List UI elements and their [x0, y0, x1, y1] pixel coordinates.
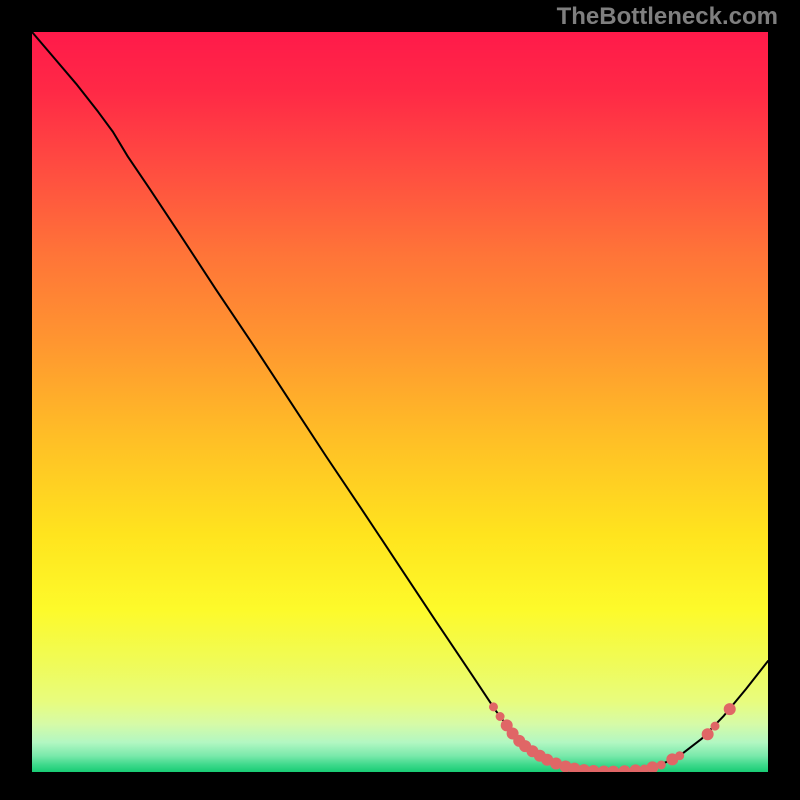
chart-svg: [32, 32, 768, 772]
plot-area: [32, 32, 768, 772]
gradient-background: [32, 32, 768, 772]
watermark-text: TheBottleneck.com: [557, 3, 778, 31]
data-marker: [647, 762, 658, 772]
data-marker: [702, 729, 713, 740]
chart-frame: TheBottleneck.com: [0, 0, 800, 800]
data-marker: [630, 765, 641, 772]
data-marker: [711, 722, 719, 730]
data-marker: [657, 761, 665, 769]
data-marker: [676, 752, 684, 760]
data-marker: [496, 713, 504, 721]
data-marker: [588, 766, 599, 772]
data-marker: [724, 704, 735, 715]
data-marker: [489, 703, 497, 711]
data-marker: [619, 766, 630, 772]
